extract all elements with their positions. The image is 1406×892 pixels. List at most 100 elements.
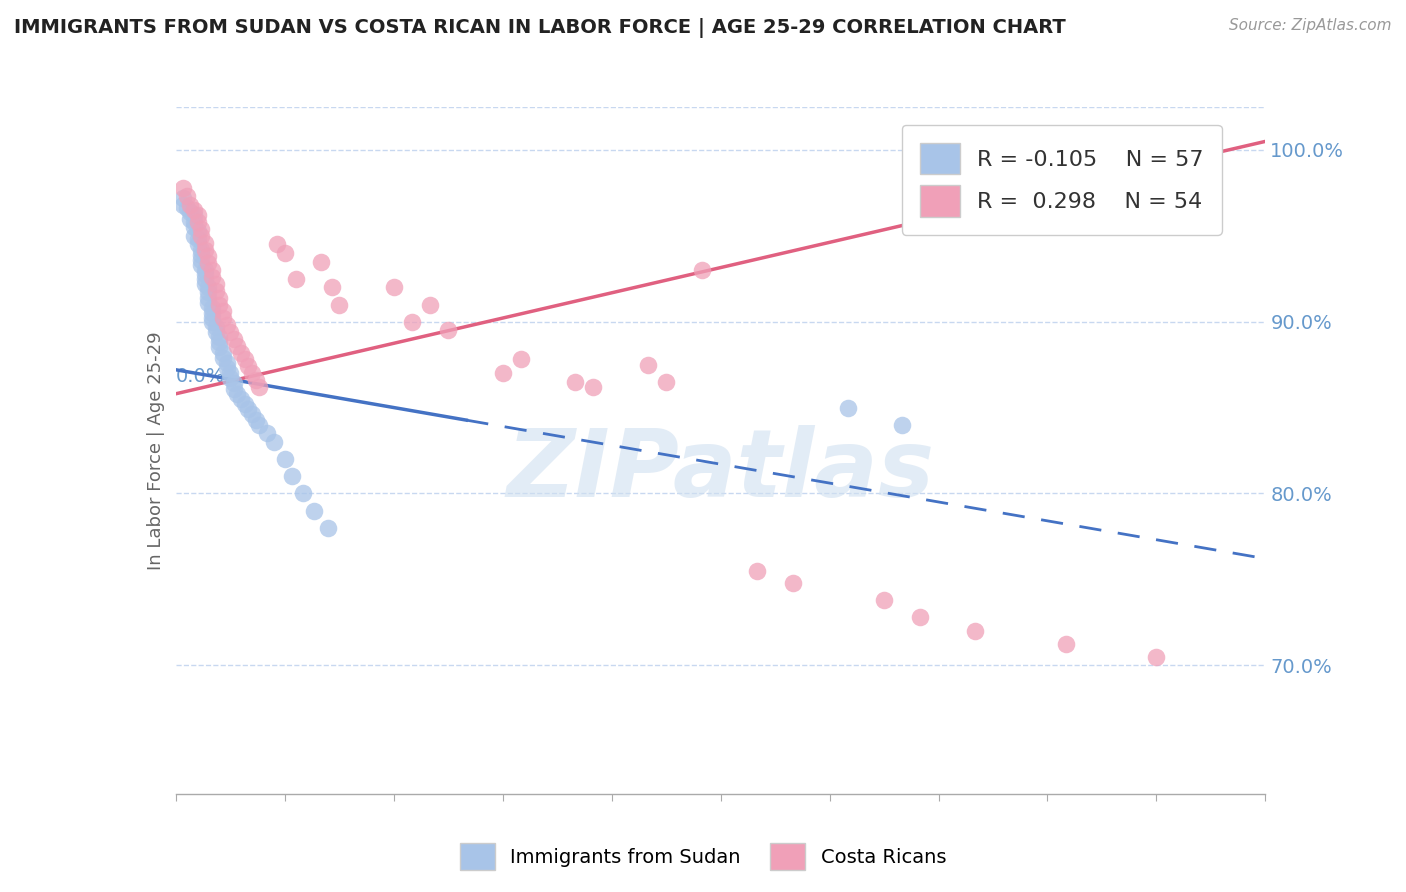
Point [190,222,212,236]
Point [655,375,678,389]
Point [437,323,460,337]
Point [215,361,238,376]
Point [194,263,217,277]
Point [183,215,205,229]
Point [318,521,340,535]
Point [190,228,212,243]
Point [873,592,896,607]
Point [190,252,212,267]
Point [176,202,198,216]
Point [183,220,205,235]
Point [201,301,224,315]
Point [263,434,285,449]
Point [197,280,219,294]
Point [194,267,217,281]
Point [291,486,314,500]
Point [204,325,226,339]
Point [219,325,242,339]
Point [891,417,914,432]
Point [186,208,209,222]
Point [247,380,270,394]
Point [247,417,270,432]
Legend: Immigrants from Sudan, Costa Ricans: Immigrants from Sudan, Costa Ricans [453,835,953,878]
Point [172,191,194,205]
Point [226,339,249,353]
Legend: R = -0.105    N = 57, R =  0.298    N = 54: R = -0.105 N = 57, R = 0.298 N = 54 [901,125,1222,235]
Point [401,315,423,329]
Point [190,248,212,262]
Point [201,315,224,329]
Point [222,382,245,396]
Point [186,215,209,229]
Text: 0.0%: 0.0% [176,368,225,386]
Point [197,291,219,305]
Point [204,319,226,334]
Point [245,373,267,387]
Point [284,271,307,285]
Point [197,295,219,310]
Point [219,371,242,385]
Point [266,237,288,252]
Point [222,332,245,346]
Point [172,180,194,194]
Point [564,375,586,389]
Point [183,208,205,222]
Point [204,277,226,291]
Point [492,366,515,380]
Point [1146,649,1168,664]
Text: ZIPatlas: ZIPatlas [506,425,935,517]
Point [222,376,245,391]
Point [509,352,531,367]
Point [197,285,219,300]
Point [194,271,217,285]
Point [245,412,267,426]
Point [197,249,219,263]
Point [194,243,217,257]
Point [208,330,231,344]
Point [302,503,325,517]
Point [692,263,714,277]
Point [419,297,441,311]
Point [194,277,217,291]
Point [179,198,201,212]
Point [382,280,405,294]
Point [201,263,224,277]
Point [212,311,235,326]
Point [212,351,235,365]
Point [256,426,278,441]
Point [208,340,231,354]
Point [963,624,986,638]
Point [328,297,350,311]
Point [204,284,226,298]
Text: IMMIGRANTS FROM SUDAN VS COSTA RICAN IN LABOR FORCE | AGE 25-29 CORRELATION CHAR: IMMIGRANTS FROM SUDAN VS COSTA RICAN IN … [14,18,1066,37]
Point [183,202,205,217]
Point [240,366,263,380]
Point [231,392,253,406]
Point [321,280,343,294]
Point [212,304,235,318]
Point [219,366,242,380]
Point [274,452,297,467]
Point [194,235,217,250]
Point [233,397,256,411]
Point [637,358,659,372]
Point [190,258,212,272]
Y-axis label: In Labor Force | Age 25-29: In Labor Force | Age 25-29 [146,331,165,570]
Text: Source: ZipAtlas.com: Source: ZipAtlas.com [1229,18,1392,33]
Point [240,408,263,422]
Point [212,345,235,359]
Point [201,270,224,285]
Point [208,291,231,305]
Point [197,256,219,270]
Point [201,306,224,320]
Point [238,359,260,374]
Point [238,402,260,417]
Point [186,224,209,238]
Point [837,401,859,415]
Point [1054,638,1077,652]
Point [215,318,238,332]
Point [208,335,231,350]
Point [215,356,238,370]
Point [274,246,297,260]
Point [226,386,249,401]
